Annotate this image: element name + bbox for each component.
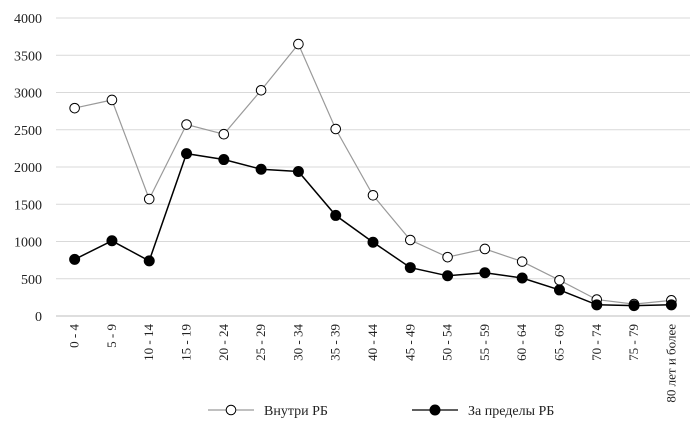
x-tick-label: 50 - 54 xyxy=(440,324,455,361)
data-point xyxy=(143,193,155,205)
x-tick-label: 70 - 74 xyxy=(589,324,604,361)
legend-marker xyxy=(429,404,441,416)
x-tick-label: 45 - 49 xyxy=(402,324,417,361)
legend-label: Внутри РБ xyxy=(264,404,328,419)
legend-marker xyxy=(225,404,237,416)
x-tick-label: 55 - 59 xyxy=(477,324,492,361)
data-point xyxy=(554,274,565,286)
y-tick-label: 3000 xyxy=(14,87,42,102)
legend-label: За пределы РБ xyxy=(468,404,554,419)
data-point xyxy=(628,300,640,312)
data-point xyxy=(255,163,267,175)
x-tick-label: 5 - 9 xyxy=(104,324,119,348)
data-point xyxy=(181,119,192,130)
data-point xyxy=(367,190,379,201)
data-point xyxy=(218,154,230,166)
data-point xyxy=(293,38,304,50)
data-point xyxy=(442,270,454,282)
data-point xyxy=(553,284,565,296)
series-points xyxy=(69,38,677,312)
x-tick-label: 80 лет и более xyxy=(663,324,678,403)
data-point xyxy=(218,128,230,140)
x-tick-label: 15 - 19 xyxy=(179,324,194,361)
data-point xyxy=(255,84,267,96)
data-point xyxy=(404,234,416,246)
grid-lines xyxy=(56,17,690,317)
y-tick-label: 4000 xyxy=(14,12,42,27)
data-point xyxy=(367,236,379,248)
data-point xyxy=(516,272,528,284)
x-tick-label: 40 - 44 xyxy=(365,324,380,361)
x-tick-label: 75 - 79 xyxy=(626,324,641,361)
x-axis-ticks: 0 - 4 5 - 9 10 - 14 15 - 19 20 - 24 25 - 29 30… xyxy=(67,324,679,403)
data-point xyxy=(69,253,81,265)
y-tick-label: 0 xyxy=(35,310,42,325)
data-point xyxy=(516,256,528,267)
x-tick-label: 10 - 14 xyxy=(141,324,156,361)
data-point xyxy=(69,102,80,114)
data-point xyxy=(442,251,453,263)
data-point xyxy=(665,299,677,311)
series-line-1 xyxy=(74,42,672,305)
data-point xyxy=(106,94,118,106)
data-point xyxy=(106,235,118,247)
x-tick-label: 65 - 69 xyxy=(551,324,566,361)
x-tick-label: 35 - 39 xyxy=(328,324,343,361)
y-tick-label: 500 xyxy=(21,273,42,288)
series-line-2 xyxy=(74,152,672,307)
x-tick-label: 0 - 4 xyxy=(67,324,82,348)
x-tick-label: 25 - 29 xyxy=(253,324,268,361)
y-tick-label: 1500 xyxy=(14,198,42,213)
y-axis-ticks: 0 500 1000 1500 2000 2500 3000 3500 4000 xyxy=(14,12,42,325)
y-tick-label: 1000 xyxy=(14,236,42,251)
x-tick-label: 20 - 24 xyxy=(216,324,231,361)
legend: Внутри РБ За пределы РБ xyxy=(208,404,554,419)
y-tick-label: 3500 xyxy=(14,49,42,64)
data-point xyxy=(404,262,416,274)
x-tick-label: 60 - 64 xyxy=(514,324,529,361)
data-point xyxy=(479,267,491,279)
data-point xyxy=(292,165,304,177)
data-point xyxy=(143,255,155,267)
data-point xyxy=(330,209,342,221)
data-point xyxy=(330,123,342,135)
data-point xyxy=(479,243,491,255)
data-point xyxy=(591,299,603,311)
y-tick-label: 2500 xyxy=(14,124,42,139)
x-tick-label: 30 - 34 xyxy=(290,324,305,361)
series-lines xyxy=(74,42,672,307)
data-point xyxy=(181,148,193,160)
y-tick-label: 2000 xyxy=(14,161,42,176)
